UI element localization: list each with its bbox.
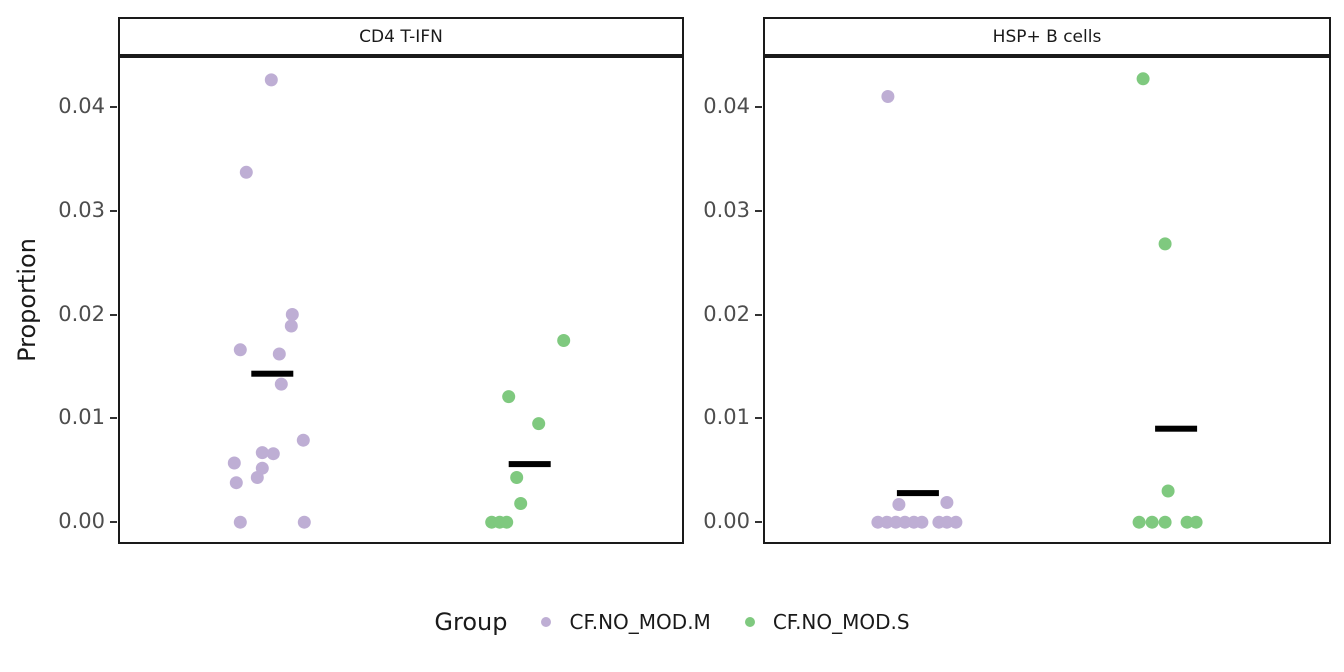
data-point xyxy=(532,417,546,431)
data-point xyxy=(229,476,243,490)
data-point xyxy=(255,446,269,460)
mean-bar xyxy=(508,461,551,468)
y-tick-mark xyxy=(110,209,117,212)
data-point xyxy=(949,515,963,529)
y-tick-mark xyxy=(110,417,117,420)
y-tick-mark xyxy=(755,521,762,524)
data-point xyxy=(1136,72,1150,86)
data-point xyxy=(889,515,903,529)
data-point xyxy=(233,343,247,357)
panel-points-layer xyxy=(227,73,571,529)
data-point xyxy=(1132,515,1146,529)
y-tick-label: 0.04 xyxy=(703,93,750,118)
mean-bar xyxy=(251,370,294,377)
data-point xyxy=(940,515,954,529)
data-point xyxy=(915,515,929,529)
data-point xyxy=(296,433,310,447)
data-point xyxy=(500,515,514,529)
y-tick-mark xyxy=(110,313,117,316)
data-point xyxy=(898,515,912,529)
data-point xyxy=(250,471,264,484)
y-tick-mark xyxy=(755,105,762,108)
data-point xyxy=(881,90,895,103)
data-point xyxy=(1189,515,1203,529)
y-tick-label: 0.03 xyxy=(58,197,105,222)
y-tick-label: 0.02 xyxy=(703,301,750,326)
y-tick-label: 0.00 xyxy=(58,509,105,534)
data-point xyxy=(1145,515,1159,529)
legend-keys: CF.NO_MOD.M CF.NO_MOD.S xyxy=(541,610,910,634)
data-point xyxy=(940,496,954,509)
y-tick-mark xyxy=(110,105,117,108)
legend-title: Group xyxy=(434,608,508,636)
panel-plot-area xyxy=(763,56,1331,544)
y-tick-label: 0.00 xyxy=(703,509,750,534)
data-point xyxy=(272,347,286,361)
data-point xyxy=(1158,237,1172,251)
data-point xyxy=(871,515,885,529)
legend-key: CF.NO_MOD.M xyxy=(541,610,711,634)
legend-key-label: CF.NO_MOD.S xyxy=(772,610,910,634)
data-point xyxy=(1158,515,1172,529)
data-point xyxy=(514,497,528,510)
data-point xyxy=(266,447,280,461)
data-point xyxy=(1180,515,1194,529)
data-point xyxy=(557,334,571,347)
legend-key: CF.NO_MOD.S xyxy=(744,610,910,634)
mean-bar xyxy=(1155,425,1198,432)
y-tick-mark xyxy=(755,417,762,420)
y-tick-mark xyxy=(755,313,762,316)
data-point xyxy=(510,471,524,484)
data-point xyxy=(502,390,516,404)
legend-dot-icon xyxy=(744,617,755,627)
data-point xyxy=(284,319,298,333)
panel-points-layer xyxy=(871,72,1203,529)
legend: Group CF.NO_MOD.M CF.NO_MOD.S xyxy=(0,600,1344,644)
y-tick-label: 0.04 xyxy=(58,93,105,118)
y-tick-mark xyxy=(110,521,117,524)
y-tick-mark xyxy=(755,209,762,212)
data-point xyxy=(1161,484,1175,498)
data-point xyxy=(297,515,311,529)
y-tick-label: 0.01 xyxy=(703,405,750,430)
data-point xyxy=(264,73,278,87)
data-point xyxy=(880,515,894,529)
facet-strip: CD4 T-IFN xyxy=(118,17,684,56)
data-point xyxy=(227,456,241,470)
data-point xyxy=(239,165,253,179)
data-point xyxy=(274,377,288,391)
y-tick-label: 0.01 xyxy=(58,405,105,430)
mean-bar xyxy=(896,490,939,497)
legend-dot-icon xyxy=(541,617,552,627)
data-point xyxy=(892,498,906,511)
panel-plot-area xyxy=(118,56,684,544)
y-axis-title: Proportion xyxy=(13,238,41,362)
legend-key-label: CF.NO_MOD.M xyxy=(569,610,711,634)
data-point xyxy=(233,515,247,529)
y-tick-label: 0.02 xyxy=(58,301,105,326)
data-point xyxy=(285,308,299,321)
facet-strip: HSP+ B cells xyxy=(763,17,1331,56)
y-tick-label: 0.03 xyxy=(703,197,750,222)
